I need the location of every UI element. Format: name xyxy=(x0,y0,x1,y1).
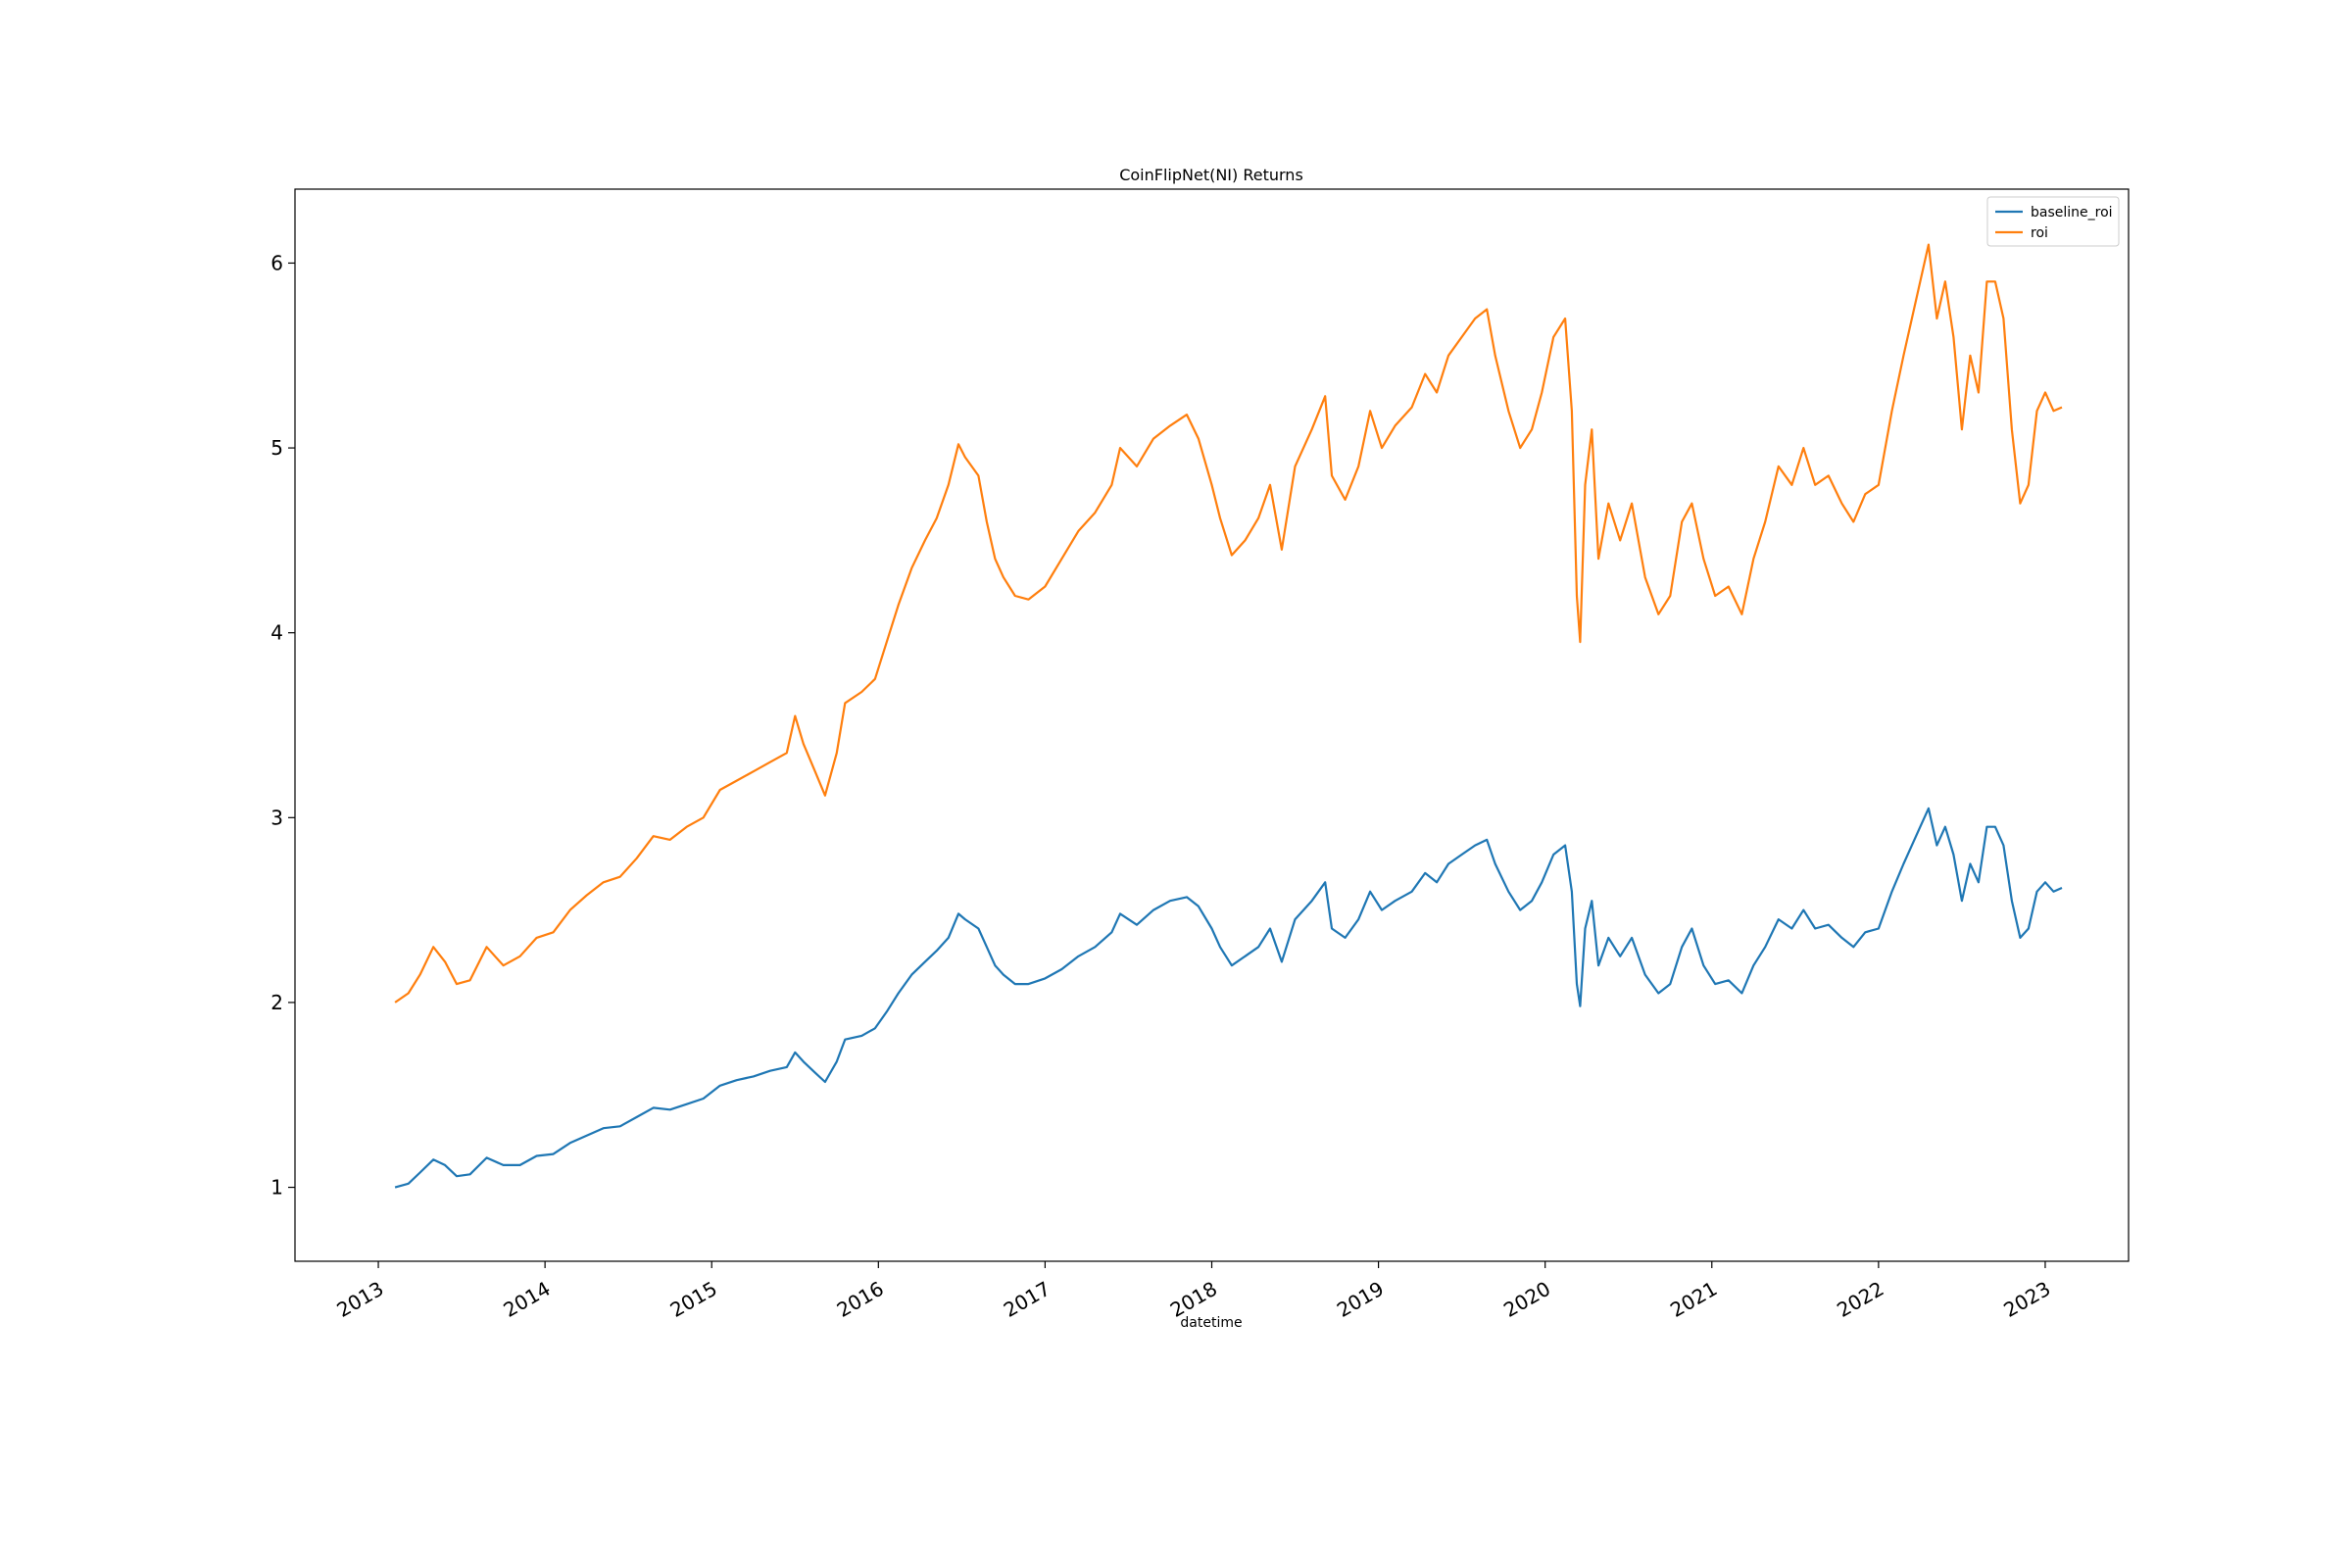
legend-label-baseline-roi: baseline_roi xyxy=(2031,205,2113,220)
y-tick-label: 5 xyxy=(270,436,283,460)
series-line-roi xyxy=(394,243,2063,1004)
series-line-baseline-roi xyxy=(394,807,2063,1189)
legend-label-roi: roi xyxy=(2031,225,2048,241)
plot-lines xyxy=(394,243,2063,1189)
y-tick-label: 6 xyxy=(270,251,283,274)
y-tick-label: 1 xyxy=(270,1176,283,1200)
y-tick-label: 3 xyxy=(270,806,283,829)
chart-title: CoinFlipNet(NI) Returns xyxy=(1119,166,1303,184)
x-axis-label: datetime xyxy=(1180,1315,1242,1331)
y-axis: 1 2 3 4 5 6 xyxy=(270,251,295,1200)
y-tick-label: 4 xyxy=(270,621,283,645)
legend-box xyxy=(1986,196,2120,247)
y-tick-label: 2 xyxy=(270,991,283,1014)
